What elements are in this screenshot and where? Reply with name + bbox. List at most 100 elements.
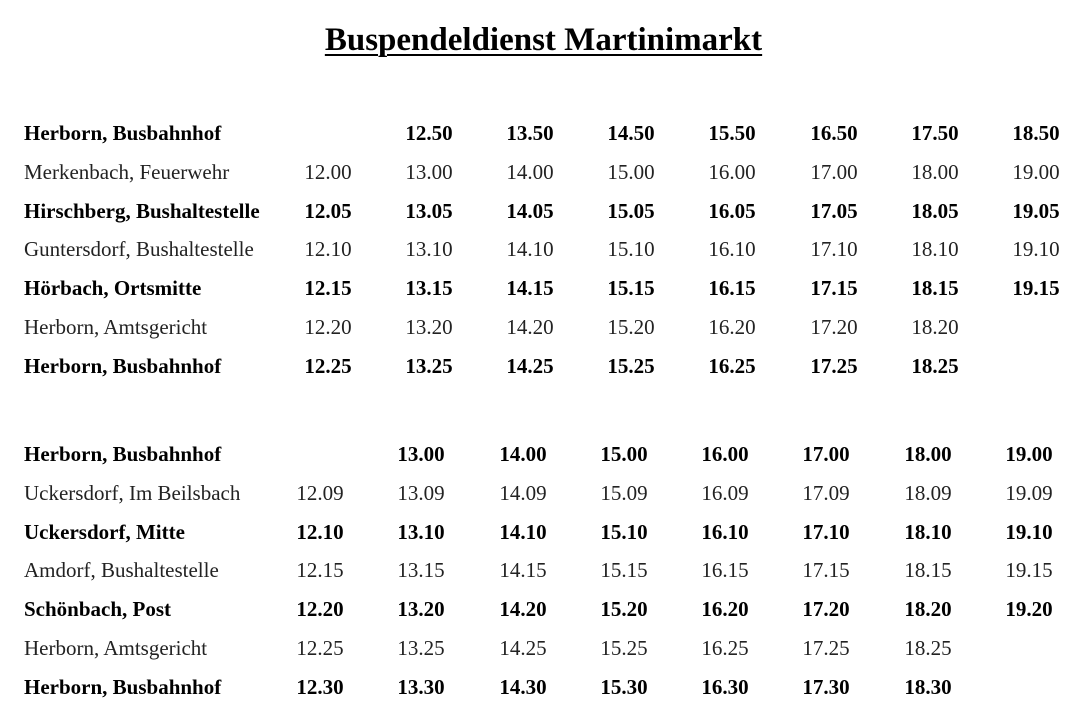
- departure-time: 18.15: [904, 558, 952, 583]
- departure-time: 15.30: [600, 674, 648, 699]
- departure-time: 17.30: [802, 674, 850, 699]
- timetable-row: Guntersdorf, Bushaltestelle 12.10 13.10 14.…: [24, 237, 1084, 276]
- timetable-row: Amdorf, Bushaltestelle 12.15 13.15 14.15 15.…: [24, 558, 1084, 597]
- departure-time: 19.15: [1012, 276, 1060, 301]
- departure-time: 17.20: [810, 314, 858, 339]
- page-title: Buspendeldienst Martinimarkt: [324, 22, 763, 58]
- departure-time: 19.00: [1005, 442, 1053, 466]
- stop-name: Herborn, Amtsgericht: [24, 635, 208, 660]
- stop-name: Herborn, Busbahnhof: [24, 121, 222, 145]
- stop-name: Hörbach, Ortsmitte: [24, 276, 202, 301]
- stop-name: Herborn, Amtsgericht: [24, 314, 208, 339]
- departure-time: 18.00: [904, 442, 952, 466]
- stop-name: Schönbach, Post: [24, 597, 172, 622]
- departure-time: 12.30: [296, 674, 344, 699]
- departure-time: 18.09: [904, 480, 952, 505]
- departure-time: 19.05: [1012, 198, 1060, 223]
- departure-time: 16.09: [701, 480, 749, 505]
- departure-time: 12.00: [304, 159, 352, 184]
- departure-time: 13.00: [397, 442, 445, 466]
- timetable-row: Merkenbach, Feuerwehr 12.00 13.00 14.00 15.0…: [24, 160, 1084, 199]
- departure-time: 16.50: [810, 121, 858, 145]
- departure-time: 17.10: [810, 237, 858, 262]
- departure-time: 13.50: [506, 121, 554, 145]
- departure-time: 13.15: [405, 276, 453, 301]
- departure-time: 19.10: [1012, 237, 1060, 262]
- timetable-2: Herborn, Busbahnhof 13.00 14.00 15.00 16.00 1…: [24, 442, 1084, 714]
- departure-time: 16.20: [708, 314, 756, 339]
- departure-time: 14.25: [499, 635, 547, 660]
- timetable-row: Herborn, Busbahnhof 12.50 13.50 14.50 15.50 1…: [24, 121, 1084, 160]
- departure-time: 15.25: [600, 635, 648, 660]
- departure-time: 18.00: [911, 159, 959, 184]
- stop-name: Uckersdorf, Im Beilsbach: [24, 480, 241, 505]
- stop-name: Hirschberg, Bushaltestelle: [24, 198, 260, 223]
- departure-time: 15.15: [600, 558, 648, 583]
- departure-time: 12.10: [304, 237, 352, 262]
- departure-time: 18.15: [911, 276, 959, 301]
- departure-time: 19.20: [1005, 597, 1053, 622]
- departure-time: 14.10: [499, 519, 547, 544]
- departure-time: 14.10: [506, 237, 554, 262]
- departure-time: 13.05: [405, 198, 453, 223]
- departure-time: 13.10: [397, 519, 445, 544]
- departure-time: 12.50: [405, 121, 453, 145]
- departure-time: 16.15: [708, 276, 756, 301]
- timetable-row: Hörbach, Ortsmitte 12.15 13.15 14.15 15.15 16…: [24, 276, 1084, 315]
- departure-time: 13.10: [405, 237, 453, 262]
- departure-time: 13.00: [405, 159, 453, 184]
- departure-time: 19.00: [1012, 159, 1060, 184]
- timetable-row: Hirschberg, Bushaltestelle 12.05 13.05 14.0…: [24, 199, 1084, 238]
- departure-time: 15.05: [607, 198, 655, 223]
- departure-time: 15.10: [600, 519, 648, 544]
- departure-time: 14.20: [499, 597, 547, 622]
- departure-time: 15.10: [607, 237, 655, 262]
- departure-time: 17.50: [911, 121, 959, 145]
- departure-time: 16.30: [701, 674, 749, 699]
- timetable-row: Uckersdorf, Mitte 12.10 13.10 14.10 15.10 16.…: [24, 520, 1084, 559]
- timetable-1: Herborn, Busbahnhof 12.50 13.50 14.50 15.50 1…: [24, 121, 1084, 393]
- departure-time: 18.10: [904, 519, 952, 544]
- departure-time: 17.00: [810, 159, 858, 184]
- departure-time: 14.25: [506, 353, 554, 378]
- departure-time: 19.09: [1005, 480, 1053, 505]
- timetable-row: Herborn, Busbahnhof 12.30 13.30 14.30 15.30 1…: [24, 675, 1084, 714]
- departure-time: 17.00: [802, 442, 850, 466]
- departure-time: 17.25: [810, 353, 858, 378]
- departure-time: 18.50: [1012, 121, 1060, 145]
- stop-name: Guntersdorf, Bushaltestelle: [24, 237, 254, 262]
- departure-time: 16.25: [701, 635, 749, 660]
- timetable-row: Herborn, Amtsgericht 12.25 13.25 14.25 15.25…: [24, 636, 1084, 675]
- departure-time: 12.09: [296, 480, 344, 505]
- departure-time: 14.50: [607, 121, 655, 145]
- departure-time: 18.25: [911, 353, 959, 378]
- departure-time: 19.15: [1005, 558, 1053, 583]
- departure-time: 13.25: [405, 353, 453, 378]
- departure-time: 12.05: [304, 198, 352, 223]
- departure-time: 13.25: [397, 635, 445, 660]
- timetable-row: Herborn, Amtsgericht 12.20 13.20 14.20 15.20…: [24, 315, 1084, 354]
- departure-time: 13.09: [397, 480, 445, 505]
- departure-time: 17.09: [802, 480, 850, 505]
- departure-time: 16.10: [708, 237, 756, 262]
- departure-time: 17.10: [802, 519, 850, 544]
- timetable-row: Uckersdorf, Im Beilsbach 12.09 13.09 14.09 1…: [24, 481, 1084, 520]
- departure-time: 14.30: [499, 674, 547, 699]
- departure-time: 12.10: [296, 519, 344, 544]
- departure-time: 12.25: [296, 635, 344, 660]
- departure-time: 15.20: [607, 314, 655, 339]
- stop-name: Herborn, Busbahnhof: [24, 674, 222, 699]
- departure-time: 14.15: [506, 276, 554, 301]
- departure-time: 14.20: [506, 314, 554, 339]
- departure-time: 12.15: [304, 276, 352, 301]
- departure-time: 18.25: [904, 635, 952, 660]
- departure-time: 18.20: [904, 597, 952, 622]
- stop-name: Amdorf, Bushaltestelle: [24, 558, 219, 583]
- departure-time: 15.25: [607, 353, 655, 378]
- departure-time: 16.20: [701, 597, 749, 622]
- departure-time: 15.20: [600, 597, 648, 622]
- departure-time: 16.00: [701, 442, 749, 466]
- departure-time: 16.25: [708, 353, 756, 378]
- departure-time: 14.05: [506, 198, 554, 223]
- departure-time: 16.05: [708, 198, 756, 223]
